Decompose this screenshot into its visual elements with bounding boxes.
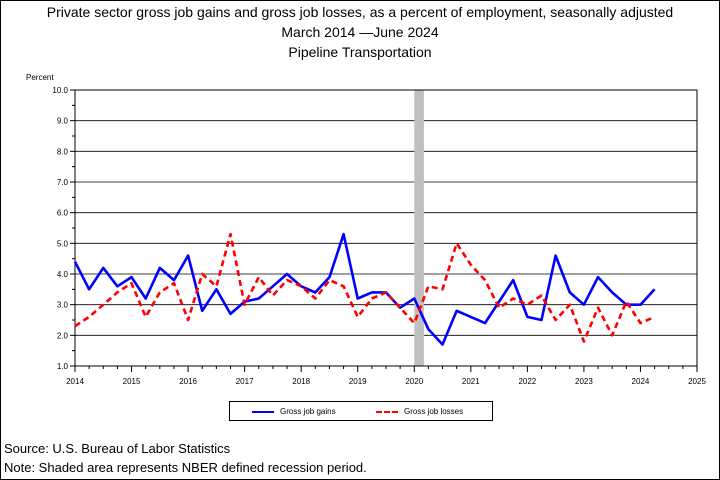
chart-title: Private sector gross job gains and gross… [46, 4, 674, 20]
y-tick-label: 9.0 [57, 117, 69, 126]
chart-subtitle-industry: Pipeline Transportation [288, 44, 432, 60]
y-tick-label: 5.0 [57, 239, 69, 248]
chart-legend: Gross job gains Gross job losses [229, 401, 493, 421]
source-note: Source: U.S. Bureau of Labor Statistics [4, 441, 231, 456]
recession-band [414, 90, 424, 366]
recession-note: Note: Shaded area represents NBER define… [4, 460, 367, 475]
y-tick-label: 7.0 [57, 178, 69, 187]
grid-lines [75, 120, 697, 336]
x-tick-label: 2016 [179, 377, 197, 386]
legend-swatch-gains [252, 410, 274, 413]
x-tick-label: 2015 [123, 377, 141, 386]
y-tick-label: 8.0 [57, 147, 69, 156]
x-tick-label: 2019 [349, 377, 367, 386]
x-tick-label: 2023 [575, 377, 593, 386]
line-chart: 1.0 2.0 3.0 4.0 5.0 6.0 7.0 8.0 9.0 10.0 2014 2015 2… [52, 86, 706, 386]
chart-subtitle-dates: March 2014 —June 2024 [281, 24, 439, 40]
series-line-gross-job-gains [73, 232, 656, 346]
series-line-gross-job-losses [74, 232, 656, 343]
x-tick-label: 2017 [236, 377, 254, 386]
x-tick-label: 2020 [405, 377, 423, 386]
recession-shading [414, 90, 424, 366]
y-tick-label: 1.0 [57, 362, 69, 371]
legend-item-losses: Gross job losses [376, 407, 463, 416]
legend-swatch-losses [376, 410, 398, 413]
series-lines [73, 232, 656, 346]
x-tick-label: 2018 [292, 377, 310, 386]
x-tick-label: 2025 [688, 377, 706, 386]
axes: 1.0 2.0 3.0 4.0 5.0 6.0 7.0 8.0 9.0 10.0 2014 2015 2… [52, 86, 706, 386]
legend-item-gains: Gross job gains [252, 407, 336, 416]
x-tick-label: 2014 [66, 377, 84, 386]
y-tick-label: 3.0 [57, 301, 69, 310]
legend-label-losses: Gross job losses [404, 407, 464, 416]
y-tick-label: 6.0 [57, 209, 69, 218]
x-tick-label: 2021 [462, 377, 480, 386]
y-axis-label: Percent [26, 73, 54, 82]
plot-area-border [74, 89, 698, 367]
y-tick-label: 2.0 [57, 331, 69, 340]
x-tick-label: 2024 [632, 377, 650, 386]
x-tick-label: 2022 [518, 377, 536, 386]
legend-label-gains: Gross job gains [280, 407, 336, 416]
y-tick-label: 10.0 [52, 86, 68, 95]
y-tick-label: 4.0 [57, 270, 69, 279]
